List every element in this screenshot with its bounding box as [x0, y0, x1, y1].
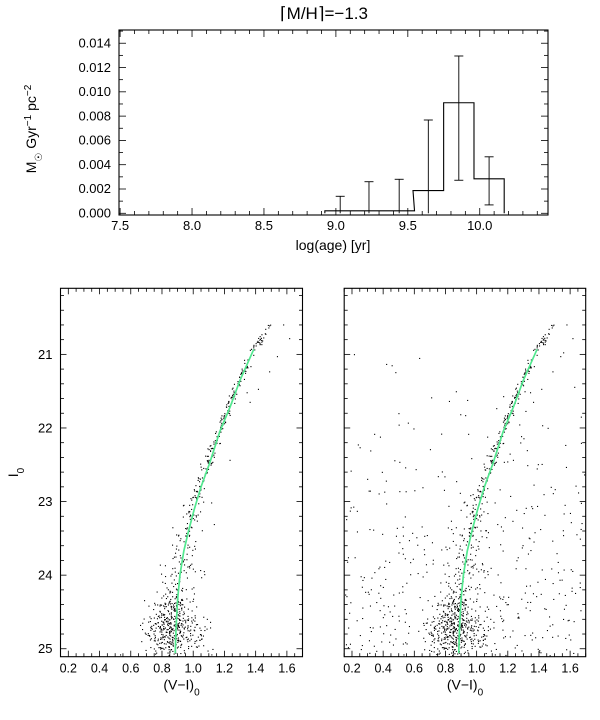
- svg-text:0.012: 0.012: [78, 60, 111, 75]
- svg-text:0.4: 0.4: [374, 662, 391, 676]
- svg-text:1.4: 1.4: [530, 662, 547, 676]
- svg-text:8.0: 8.0: [183, 218, 201, 233]
- svg-text:(V−I)0: (V−I)0: [163, 677, 200, 699]
- svg-text:0.010: 0.010: [78, 84, 111, 99]
- svg-text:1.6: 1.6: [561, 662, 578, 676]
- svg-text:1.6: 1.6: [278, 662, 295, 676]
- svg-text:⌈M/H⌉=−1.3: ⌈M/H⌉=−1.3: [280, 4, 368, 23]
- svg-text:9.5: 9.5: [399, 218, 417, 233]
- svg-text:24: 24: [38, 568, 52, 583]
- svg-text:1.2: 1.2: [216, 662, 233, 676]
- svg-text:log(age) [yr]: log(age) [yr]: [296, 237, 371, 253]
- svg-text:25: 25: [38, 641, 52, 656]
- svg-text:I0: I0: [5, 467, 27, 477]
- svg-text:0.6: 0.6: [122, 662, 139, 676]
- svg-text:1.0: 1.0: [468, 662, 485, 676]
- svg-text:0.6: 0.6: [406, 662, 423, 676]
- svg-text:0.4: 0.4: [91, 662, 108, 676]
- svg-text:22: 22: [38, 420, 52, 435]
- svg-text:10.0: 10.0: [467, 218, 492, 233]
- svg-text:21: 21: [38, 347, 52, 362]
- svg-text:0.008: 0.008: [78, 108, 111, 123]
- svg-text:1.0: 1.0: [185, 662, 202, 676]
- svg-text:0.004: 0.004: [78, 157, 111, 172]
- svg-text:0.2: 0.2: [60, 662, 77, 676]
- svg-text:0.002: 0.002: [78, 181, 111, 196]
- svg-text:M☉ Gyr−1 pc−2: M☉ Gyr−1 pc−2: [23, 84, 45, 173]
- svg-text:0.006: 0.006: [78, 133, 111, 148]
- svg-text:0.000: 0.000: [78, 206, 111, 221]
- svg-text:7.5: 7.5: [111, 218, 129, 233]
- svg-text:23: 23: [38, 494, 52, 509]
- svg-text:0.014: 0.014: [78, 36, 111, 51]
- svg-text:8.5: 8.5: [255, 218, 273, 233]
- svg-text:1.4: 1.4: [247, 662, 264, 676]
- svg-text:9.0: 9.0: [327, 218, 345, 233]
- svg-text:(V−I)0: (V−I)0: [447, 677, 484, 699]
- svg-text:0.8: 0.8: [153, 662, 170, 676]
- svg-text:1.2: 1.2: [499, 662, 516, 676]
- svg-text:0.2: 0.2: [343, 662, 360, 676]
- svg-text:0.8: 0.8: [437, 662, 454, 676]
